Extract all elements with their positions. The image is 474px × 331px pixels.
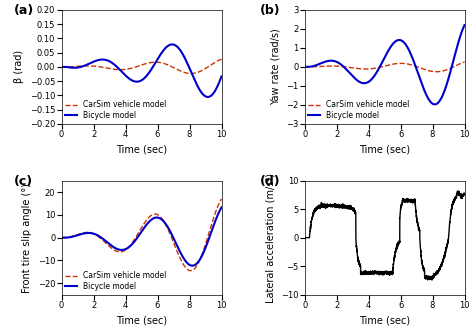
CarSim vehicle model [188,269,193,273]
CarSim vehicle model [428,69,433,73]
CarSim vehicle model [457,62,463,66]
CarSim vehicle model [188,71,194,75]
CarSim vehicle model [214,207,220,211]
Bicycle model [185,62,191,66]
Bicycle model [219,205,224,209]
CarSim vehicle model [59,236,64,240]
Text: (d): (d) [260,175,281,188]
Bicycle model [302,65,308,69]
Y-axis label: Yaw rate (rad/s): Yaw rate (rad/s) [271,28,281,105]
CarSim vehicle model [219,197,224,201]
Bicycle model [375,68,381,72]
Bicycle model [428,100,433,104]
X-axis label: Time (sec): Time (sec) [116,145,167,155]
Y-axis label: β (rad): β (rad) [14,50,25,83]
Bicycle model [67,66,73,70]
Bicycle model [132,79,138,83]
X-axis label: Time (sec): Time (sec) [359,315,410,325]
Legend: CarSim vehicle model, Bicycle model: CarSim vehicle model, Bicycle model [65,100,166,120]
Bicycle model [59,236,64,240]
Bicycle model [219,74,224,78]
Bicycle model [457,35,463,39]
Bicycle model [205,95,210,99]
Text: (b): (b) [260,4,281,17]
CarSim vehicle model [375,66,381,70]
Line: Bicycle model: Bicycle model [305,25,465,104]
CarSim vehicle model [137,229,142,233]
Bicycle model [214,85,220,89]
Y-axis label: Lateral acceleration (m/s²): Lateral acceleration (m/s²) [265,173,275,303]
Bicycle model [137,233,142,237]
Bicycle model [462,23,467,27]
Bicycle model [214,85,220,89]
CarSim vehicle model [302,65,308,69]
Text: (a): (a) [14,4,34,17]
CarSim vehicle model [67,65,73,69]
CarSim vehicle model [132,65,138,69]
Bicycle model [67,235,73,239]
Line: CarSim vehicle model: CarSim vehicle model [62,199,221,271]
CarSim vehicle model [214,59,220,63]
Bicycle model [214,215,220,219]
Line: CarSim vehicle model: CarSim vehicle model [305,62,465,72]
CarSim vehicle model [214,59,220,63]
CarSim vehicle model [59,65,64,69]
Line: CarSim vehicle model: CarSim vehicle model [62,59,221,73]
CarSim vehicle model [310,65,316,69]
Bicycle model [190,264,195,268]
Bicycle model [59,65,64,69]
Bicycle model [137,79,142,83]
Bicycle model [132,239,138,243]
Text: (c): (c) [14,175,33,188]
Legend: CarSim vehicle model, Bicycle model: CarSim vehicle model, Bicycle model [65,271,166,291]
Bicycle model [457,35,463,39]
Line: Bicycle model: Bicycle model [62,207,221,266]
Bicycle model [310,64,316,68]
CarSim vehicle model [380,65,385,69]
X-axis label: Time (sec): Time (sec) [116,315,167,325]
X-axis label: Time (sec): Time (sec) [359,145,410,155]
Legend: CarSim vehicle model, Bicycle model: CarSim vehicle model, Bicycle model [309,100,410,120]
CarSim vehicle model [132,236,138,240]
Bicycle model [432,102,438,106]
Bicycle model [185,261,191,265]
CarSim vehicle model [457,62,463,66]
Bicycle model [169,42,175,46]
CarSim vehicle model [219,57,224,61]
CarSim vehicle model [137,64,142,68]
Bicycle model [380,60,385,64]
Y-axis label: Front tire slip angle (°): Front tire slip angle (°) [22,183,32,293]
CarSim vehicle model [434,70,439,74]
CarSim vehicle model [185,71,191,75]
CarSim vehicle model [185,267,191,271]
CarSim vehicle model [67,235,73,239]
CarSim vehicle model [214,207,220,211]
Line: Bicycle model: Bicycle model [62,44,221,97]
Bicycle model [214,215,220,219]
CarSim vehicle model [462,60,467,64]
